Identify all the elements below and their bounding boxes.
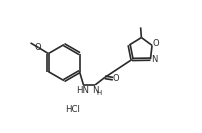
Text: HCl: HCl [65, 105, 80, 114]
Text: O: O [152, 39, 158, 48]
Text: H: H [96, 90, 101, 96]
Text: O: O [35, 43, 41, 52]
Text: O: O [112, 74, 119, 83]
Text: N: N [92, 86, 99, 95]
Text: HN: HN [76, 86, 89, 95]
Text: N: N [150, 55, 156, 64]
